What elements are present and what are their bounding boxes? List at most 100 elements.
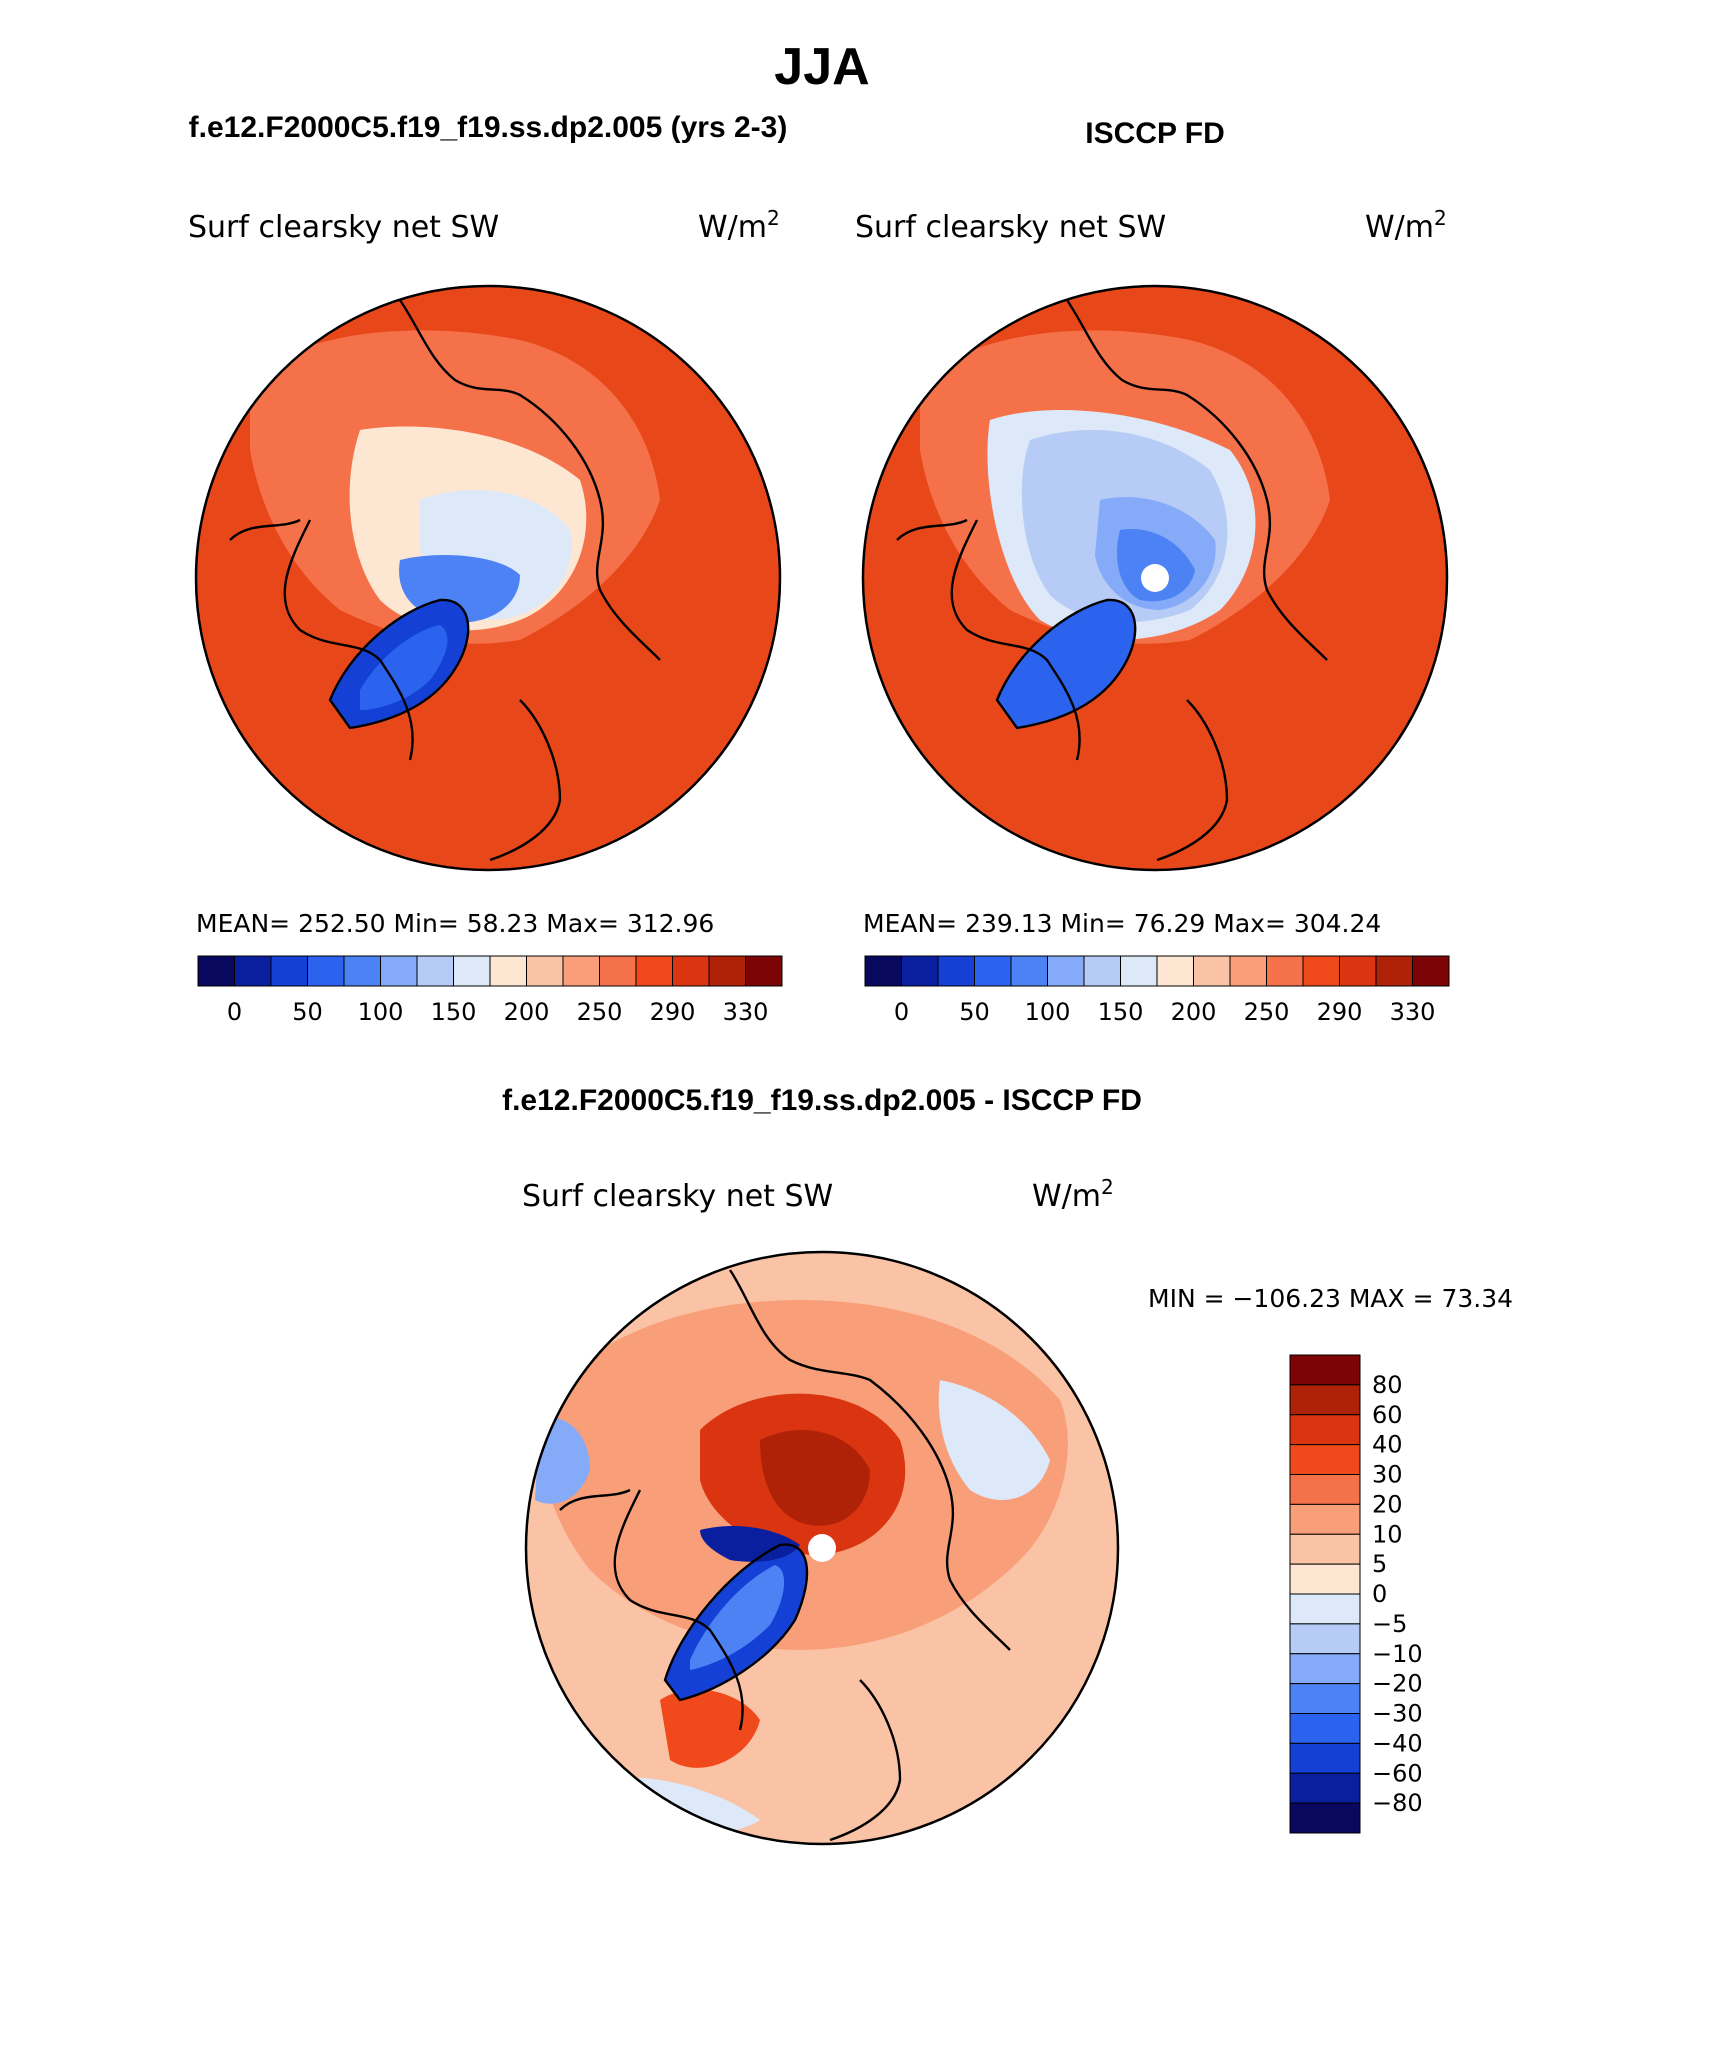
obs-units-exp: 2 bbox=[1434, 206, 1447, 230]
obs-colorbar-tick-label: 250 bbox=[1244, 998, 1290, 1026]
colorbar-swatch bbox=[1412, 955, 1450, 987]
diff-colorbar-tick-label: 60 bbox=[1372, 1401, 1403, 1429]
colorbar-swatch bbox=[1289, 1474, 1361, 1505]
colorbar-swatch bbox=[1302, 955, 1340, 987]
colorbar-swatch bbox=[197, 955, 235, 987]
colorbar-swatch bbox=[1229, 955, 1267, 987]
diff-map-boundary bbox=[524, 1250, 1120, 1846]
obs-map-boundary bbox=[861, 284, 1449, 872]
model-units-label: W/m2 bbox=[698, 206, 780, 245]
colorbar-swatch bbox=[1156, 955, 1194, 987]
model-variable-label: Surf clearsky net SW bbox=[188, 210, 499, 245]
colorbar-swatch bbox=[1289, 1384, 1361, 1416]
obs-colorbar-tick-label: 290 bbox=[1317, 998, 1363, 1026]
colorbar-swatch bbox=[1289, 1414, 1361, 1446]
colorbar-swatch bbox=[270, 955, 308, 987]
obs-colorbar-tick-label: 330 bbox=[1390, 998, 1436, 1026]
model-colorbar-tick-label: 250 bbox=[577, 998, 623, 1026]
diff-polar-map bbox=[526, 1252, 1118, 1844]
colorbar-swatch bbox=[1289, 1563, 1361, 1595]
colorbar-swatch bbox=[1047, 955, 1085, 987]
diff-colorbar-tick-label: −20 bbox=[1372, 1670, 1423, 1698]
diff-colorbar-tick-label: 40 bbox=[1372, 1431, 1403, 1459]
colorbar-swatch bbox=[1193, 955, 1231, 987]
model-stats: MEAN= 252.50 Min= 58.23 Max= 312.96 bbox=[196, 909, 714, 938]
diff-colorbar-tick-label: −40 bbox=[1372, 1729, 1423, 1757]
model-colorbar: 0 50 100 150 200 250 290 330 bbox=[197, 955, 783, 1026]
obs-units-base: W/m bbox=[1365, 210, 1434, 245]
diff-colorbar-tick-label: −60 bbox=[1372, 1759, 1423, 1787]
diff-units-base: W/m bbox=[1032, 1179, 1101, 1214]
obs-stats: MEAN= 239.13 Min= 76.29 Max= 304.24 bbox=[863, 909, 1381, 938]
colorbar-swatch bbox=[1010, 955, 1048, 987]
model-panel: Surf clearsky net SW W/m2 MEAN= 252.50 M… bbox=[188, 206, 783, 1026]
colorbar-swatch bbox=[307, 955, 345, 987]
model-colorbar-tick-label: 0 bbox=[227, 998, 242, 1026]
colorbar-swatch bbox=[562, 955, 600, 987]
model-colorbar-tick-label: 150 bbox=[431, 998, 477, 1026]
obs-colorbar-tick-label: 50 bbox=[959, 998, 990, 1026]
colorbar-swatch bbox=[974, 955, 1012, 987]
figure-title: JJA bbox=[774, 38, 869, 96]
model-colorbar-tick-label: 200 bbox=[504, 998, 550, 1026]
colorbar-swatch bbox=[526, 955, 564, 987]
model-polar-map bbox=[196, 286, 780, 870]
obs-case-title: ISCCP FD bbox=[1085, 117, 1224, 150]
colorbar-swatch bbox=[937, 955, 975, 987]
colorbar-swatch bbox=[1289, 1444, 1361, 1475]
diff-units-exp: 2 bbox=[1101, 1175, 1114, 1199]
colorbar-swatch bbox=[489, 955, 527, 987]
colorbar-swatch bbox=[1120, 955, 1158, 987]
colorbar-swatch bbox=[1289, 1503, 1361, 1535]
obs-colorbar-tick-label: 0 bbox=[894, 998, 909, 1026]
colorbar-swatch bbox=[1266, 955, 1304, 987]
colorbar-swatch bbox=[343, 955, 381, 987]
colorbar-swatch bbox=[1289, 1802, 1361, 1834]
colorbar-swatch bbox=[1289, 1623, 1361, 1655]
diff-units-label: W/m2 bbox=[1032, 1175, 1114, 1214]
colorbar-swatch bbox=[864, 955, 902, 987]
colorbar-swatch bbox=[901, 955, 939, 987]
diff-colorbar-tick-label: −30 bbox=[1372, 1700, 1423, 1728]
diff-colorbar-tick-label: 5 bbox=[1372, 1550, 1387, 1578]
diff-colorbar-tick-label: 10 bbox=[1372, 1520, 1403, 1548]
colorbar-swatch bbox=[1289, 1593, 1361, 1625]
obs-colorbar-tick-label: 200 bbox=[1171, 998, 1217, 1026]
colorbar-swatch bbox=[1289, 1713, 1361, 1744]
diff-colorbar-tick-label: 0 bbox=[1372, 1580, 1387, 1608]
colorbar-swatch bbox=[1083, 955, 1121, 987]
colorbar-swatch bbox=[1289, 1653, 1361, 1685]
model-colorbar-tick-label: 100 bbox=[358, 998, 404, 1026]
colorbar-swatch bbox=[599, 955, 637, 987]
obs-variable-label: Surf clearsky net SW bbox=[855, 210, 1166, 245]
obs-coastlines bbox=[896, 299, 1328, 862]
obs-polar-map bbox=[863, 286, 1447, 870]
obs-units-label: W/m2 bbox=[1365, 206, 1447, 245]
diff-colorbar-tick-label: 30 bbox=[1372, 1461, 1403, 1489]
colorbar-swatch bbox=[234, 955, 272, 987]
model-units-exp: 2 bbox=[767, 206, 780, 230]
model-map-boundary bbox=[194, 284, 782, 872]
colorbar-swatch bbox=[453, 955, 491, 987]
obs-colorbar-tick-label: 100 bbox=[1025, 998, 1071, 1026]
model-case-title: f.e12.F2000C5.f19_f19.ss.dp2.005 (yrs 2-… bbox=[189, 111, 788, 144]
colorbar-swatch bbox=[1289, 1742, 1361, 1774]
model-colorbar-tick-label: 330 bbox=[723, 998, 769, 1026]
colorbar-swatch bbox=[1339, 955, 1377, 987]
colorbar-swatch bbox=[745, 955, 783, 987]
model-coastlines bbox=[229, 299, 661, 862]
diff-stats: MIN = −106.23 MAX = 73.34 bbox=[1148, 1284, 1513, 1313]
colorbar-swatch bbox=[1289, 1354, 1361, 1386]
model-units-base: W/m bbox=[698, 210, 767, 245]
model-colorbar-tick-label: 290 bbox=[650, 998, 696, 1026]
colorbar-swatch bbox=[1289, 1533, 1361, 1565]
colorbar-swatch bbox=[1289, 1772, 1361, 1804]
colorbar-swatch bbox=[380, 955, 418, 987]
colorbar-swatch bbox=[708, 955, 746, 987]
colorbar-swatch bbox=[1289, 1683, 1361, 1714]
diff-case-title: f.e12.F2000C5.f19_f19.ss.dp2.005 - ISCCP… bbox=[502, 1084, 1142, 1117]
diff-colorbar-tick-label: 20 bbox=[1372, 1490, 1403, 1518]
obs-colorbar: 0 50 100 150 200 250 290 330 bbox=[864, 955, 1450, 1026]
model-colorbar-tick-label: 50 bbox=[292, 998, 323, 1026]
